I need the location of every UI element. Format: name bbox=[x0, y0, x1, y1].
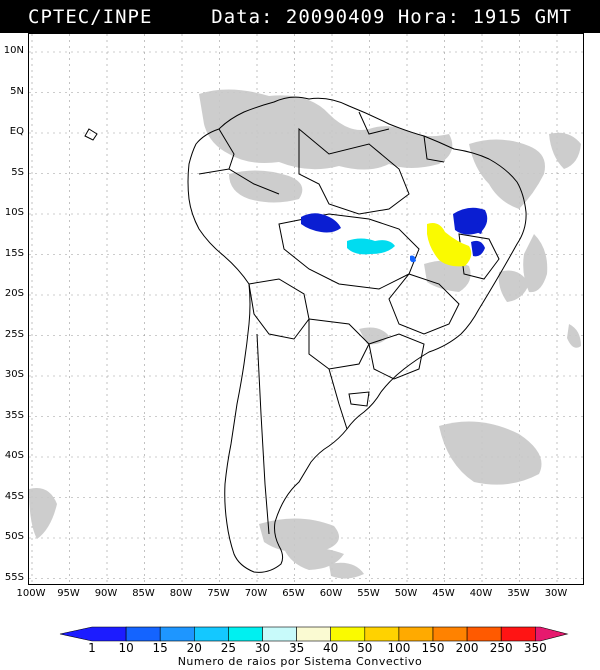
color-scale-value: 200 bbox=[455, 641, 479, 655]
lon-label: 40W bbox=[469, 588, 493, 599]
color-scale-value: 20 bbox=[186, 641, 202, 655]
color-scale-value: 30 bbox=[254, 641, 271, 655]
color-scale-bar bbox=[59, 626, 569, 642]
system-bahia-center bbox=[427, 223, 472, 267]
color-scale-segment bbox=[330, 626, 366, 642]
lat-label: 20S bbox=[4, 288, 24, 299]
lon-label: 45W bbox=[432, 588, 455, 599]
lat-label: 45S bbox=[4, 490, 24, 502]
lon-label: 95W bbox=[57, 588, 80, 599]
color-scale-value: 150 bbox=[421, 641, 445, 655]
system-bahia-east bbox=[471, 240, 485, 257]
color-scale-value: 250 bbox=[489, 641, 513, 655]
color-scale-segment bbox=[159, 626, 195, 642]
lon-label: 35W bbox=[507, 588, 530, 599]
color-scale-caption: Numero de raios por Sistema Convectivo bbox=[177, 655, 423, 668]
color-scale-value: 15 bbox=[152, 641, 168, 655]
lat-label: EQ bbox=[9, 126, 24, 137]
color-scale-value: 1 bbox=[88, 641, 96, 655]
system-bahia-north bbox=[453, 207, 488, 235]
lon-label: 60W bbox=[319, 588, 343, 599]
lightning-systems bbox=[301, 207, 488, 267]
color-scale-values: 1 10 15 20 25 30 35 40 50 100 150 200 250 350 bbox=[0, 641, 600, 655]
lat-label: 25S bbox=[4, 328, 24, 340]
color-scale-value: 40 bbox=[323, 641, 339, 655]
system-goias-small bbox=[410, 255, 416, 263]
lon-label: 85W bbox=[132, 588, 155, 599]
map-frame bbox=[28, 33, 584, 585]
color-scale-segment bbox=[296, 626, 332, 642]
source-title: CPTEC/INPE bbox=[28, 6, 153, 28]
color-scale-value: 25 bbox=[220, 641, 237, 655]
lat-label: 10N bbox=[3, 45, 24, 56]
lat-label: 40S bbox=[4, 450, 24, 461]
color-scale-value: 35 bbox=[288, 641, 305, 655]
cloud-cover bbox=[29, 89, 581, 579]
lat-label: 50S bbox=[4, 531, 24, 542]
lat-label: 15S bbox=[4, 247, 24, 259]
lon-label: 70W bbox=[244, 588, 268, 599]
title-bar: CPTEC/INPE Data: 20090409 Hora: 1915 GMT bbox=[0, 0, 600, 33]
system-mato-grosso bbox=[347, 238, 395, 255]
lon-label: 80W bbox=[169, 588, 193, 599]
datetime-title: Data: 20090409 Hora: 1915 GMT bbox=[211, 6, 572, 28]
color-scale-segment bbox=[228, 626, 263, 642]
lat-label: 10S bbox=[4, 207, 24, 218]
lat-label: 5N bbox=[10, 85, 24, 97]
lon-label: 55W bbox=[357, 588, 380, 599]
system-bahia-south bbox=[474, 222, 483, 234]
color-scale-segment bbox=[364, 626, 400, 642]
lon-label: 100W bbox=[16, 588, 46, 599]
color-scale-segment bbox=[59, 626, 127, 642]
lat-label: 35S bbox=[4, 409, 24, 421]
color-scale-segment bbox=[432, 626, 468, 642]
color-scale-segment bbox=[500, 626, 536, 642]
color-scale-value: 100 bbox=[387, 641, 411, 655]
land-outlines bbox=[84, 96, 527, 573]
lon-label: 75W bbox=[207, 588, 230, 599]
color-scale-value: 350 bbox=[523, 641, 547, 655]
color-scale-segment bbox=[194, 626, 229, 642]
lon-label: 50W bbox=[394, 588, 418, 599]
color-scale-value: 10 bbox=[118, 641, 134, 655]
lat-label: 30S bbox=[4, 369, 24, 380]
lat-label: 55S bbox=[4, 571, 24, 583]
system-amazonia bbox=[301, 213, 341, 233]
color-scale-segment bbox=[466, 626, 502, 642]
lon-label: 65W bbox=[282, 588, 305, 599]
color-scale-segment bbox=[262, 626, 297, 642]
map-canvas bbox=[29, 34, 583, 584]
color-scale-segment bbox=[398, 626, 434, 642]
lon-label: 30W bbox=[544, 588, 568, 599]
south-america-coastline bbox=[187, 96, 527, 573]
color-scale-segment bbox=[534, 626, 569, 642]
lat-label: 5S bbox=[11, 166, 24, 178]
color-scale-segment bbox=[125, 626, 161, 642]
color-scale-value: 50 bbox=[357, 641, 373, 655]
lon-label: 90W bbox=[94, 588, 118, 599]
